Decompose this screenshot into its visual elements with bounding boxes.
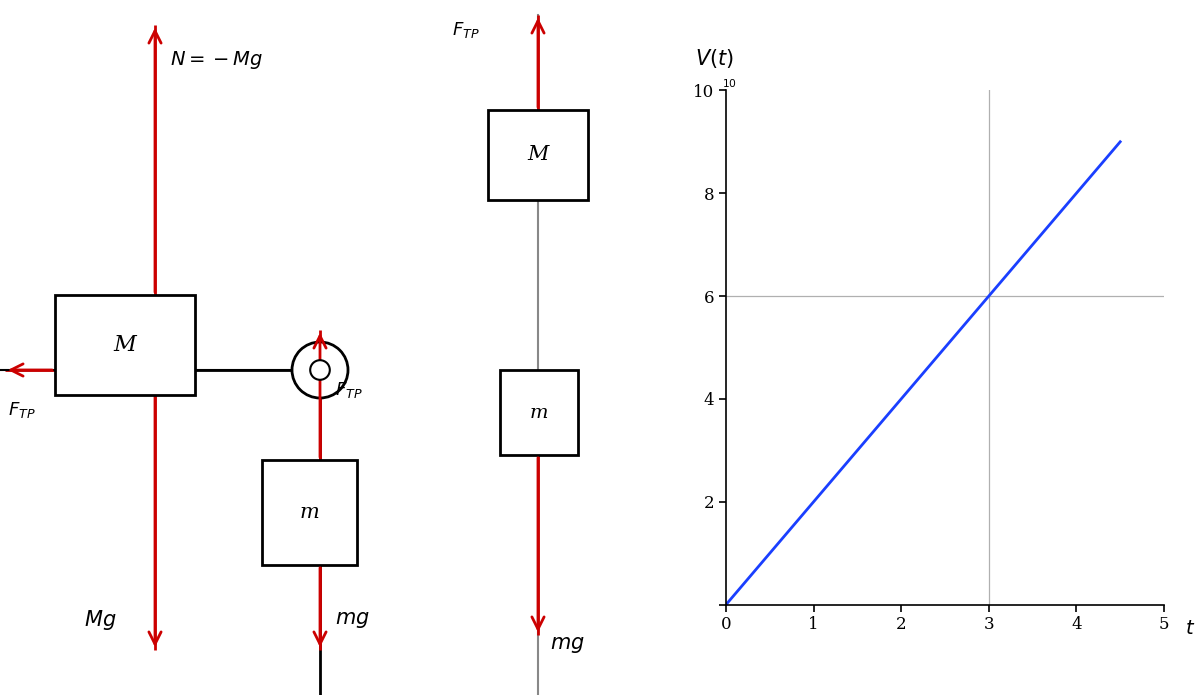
Text: $V(t)$: $V(t)$ (695, 47, 734, 70)
Text: m: m (300, 503, 319, 522)
Text: $F_{TP}$: $F_{TP}$ (8, 400, 36, 420)
Bar (488, 110, 588, 200)
Text: m: m (529, 404, 548, 421)
Circle shape (310, 360, 330, 379)
Text: $Mg$: $Mg$ (84, 608, 116, 632)
Text: $_{10}$: $_{10}$ (721, 76, 737, 90)
Circle shape (292, 342, 348, 398)
Bar (500, 370, 578, 455)
Text: $mg$: $mg$ (335, 610, 370, 630)
Bar (55, 295, 194, 395)
Bar (262, 460, 358, 565)
Text: $mg$: $mg$ (550, 635, 584, 655)
Text: M: M (114, 334, 137, 356)
Text: $F_{TP}$: $F_{TP}$ (452, 20, 480, 40)
Text: $F_{TP}$: $F_{TP}$ (335, 380, 362, 400)
Text: M: M (527, 145, 548, 165)
Text: $t$: $t$ (1186, 620, 1195, 638)
Text: $N = -Mg$: $N = -Mg$ (170, 49, 263, 71)
